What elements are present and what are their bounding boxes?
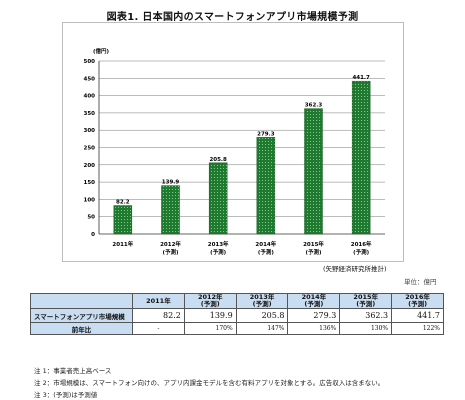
bar-value-label: 441.7 [352, 75, 370, 81]
footnote: 注 1：事業者売上高ベース [34, 367, 112, 375]
y-tick-label: 50 [87, 215, 95, 221]
table-header-cell: 2012年 (予測) [183, 293, 237, 309]
chart-title: 図表1. 日本国内のスマートフォンアプリ市場規模予測 [106, 12, 359, 23]
y-tick-label: 100 [84, 197, 96, 203]
bar-value-label: 362.3 [305, 103, 323, 109]
bar-value-label: 82.2 [116, 200, 130, 206]
table-header-cell: 2015年 (予測) [339, 293, 393, 309]
bar-value-label: 279.3 [257, 131, 275, 137]
table-row-label: 前年比 [30, 322, 133, 335]
table-cell: 279.3 [287, 308, 341, 323]
y-tick-label: 300 [84, 128, 96, 134]
bar [161, 185, 180, 235]
footnote: 注 3：(予測)は予測値 [34, 391, 98, 399]
table-cell: 136% [287, 322, 341, 335]
table-cell: 139.9 [183, 308, 237, 323]
y-tick-label: 500 [84, 59, 96, 65]
data-table: 2011年 2012年 (予測) 2013年 (予測) 2014年 (予測) 2015… [30, 293, 444, 335]
y-tick-label: 350 [84, 111, 96, 117]
bar [351, 80, 371, 235]
table-header-row: 2011年 2012年 (予測) 2013年 (予測) 2014年 (予測) 2015… [30, 293, 444, 309]
x-tick-sublabel: (予測) [305, 248, 322, 256]
x-tick-label: 2015年 [303, 240, 324, 248]
table-row: スマートフォンアプリ市場規模 82.2 139.9 205.8 279.3 36… [30, 308, 444, 323]
table-header-cell: 2011年 [132, 293, 185, 309]
x-tick-label: 2012年 [160, 240, 181, 248]
bar [208, 162, 228, 235]
table-header-cell: 2013年 (予測) [235, 293, 289, 309]
x-tick-sublabel: (予測) [353, 248, 370, 256]
table-row-label: スマートフォンアプリ市場規模 [30, 308, 133, 323]
table-header-cell: 2016年 (予測) [391, 293, 444, 309]
table-row: 前年比 - 170% 147% 136% 130% 122% [30, 322, 444, 335]
table-cell: 205.8 [235, 308, 289, 323]
unit-label: 単位：億円 [404, 278, 437, 286]
chart-frame: (億円) 0 50 100 150 200 250 300 350 400 450 500 82.2 20… [62, 22, 404, 262]
table-cell: 362.3 [339, 308, 393, 323]
footnote: 注 2：市場規模は、スマートフォン向けの、アプリ内課金モデルを含む有料アプリを対… [34, 379, 385, 387]
x-tick-sublabel: (予測) [210, 248, 227, 256]
y-tick-label: 450 [84, 76, 96, 82]
x-tick-label: 2016年 [351, 240, 372, 248]
y-axis-label: (億円) [93, 47, 110, 55]
y-tick-label: 150 [84, 180, 96, 186]
bar [113, 205, 133, 235]
table-cell: 122% [391, 322, 444, 335]
bar-value-label: 139.9 [162, 180, 180, 186]
bar-chart: (億円) 0 50 100 150 200 250 300 350 400 450 500 82.2 20… [84, 47, 385, 256]
table-corner-cell [30, 293, 133, 309]
table-cell: - [132, 322, 185, 335]
y-tick-label: 250 [84, 146, 96, 152]
x-tick-label: 2011年 [112, 240, 133, 248]
x-tick-sublabel: (予測) [162, 248, 179, 256]
bar-value-label: 205.8 [209, 157, 227, 163]
x-tick-sublabel: (予測) [258, 248, 275, 256]
y-tick-label: 400 [84, 94, 96, 100]
bar [256, 137, 276, 235]
table-cell: 441.7 [391, 308, 444, 323]
y-tick-label: 0 [91, 232, 95, 238]
bar [304, 108, 323, 235]
x-tick-label: 2013年 [208, 240, 229, 248]
table-cell: 130% [339, 322, 393, 335]
y-tick-label: 200 [84, 163, 96, 169]
table-header-cell: 2014年 (予測) [287, 293, 341, 309]
table-cell: 170% [183, 322, 237, 335]
table-cell: 147% [235, 322, 289, 335]
x-tick-label: 2014年 [255, 240, 276, 248]
source-note: (矢野経済研究所推計) [323, 265, 387, 273]
table-cell: 82.2 [132, 308, 185, 323]
